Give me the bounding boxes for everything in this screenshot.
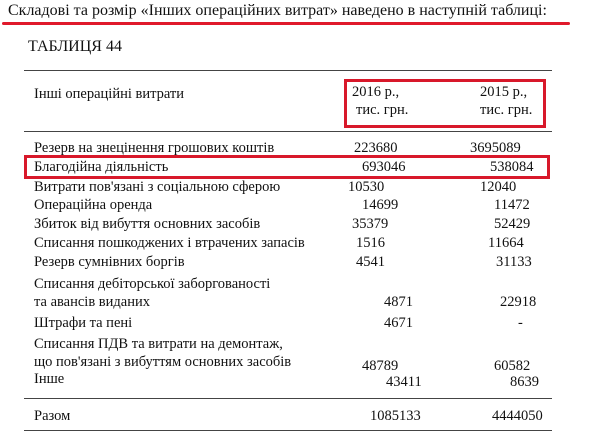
row-value-2016: 4871 <box>384 294 413 310</box>
row-value-2015: 8639 <box>510 374 539 390</box>
table-top-rule <box>24 70 552 71</box>
total-top-rule <box>24 398 552 399</box>
total-label: Разом <box>34 408 71 424</box>
row-label: Резерв сумнівних боргів <box>34 254 185 270</box>
row-value-2015: 52429 <box>494 216 531 232</box>
row-label-line2: та авансів виданих <box>34 294 150 310</box>
row-value-2016: 693046 <box>362 159 406 175</box>
header-bottom-rule <box>24 131 552 132</box>
row-label: Благодійна діяльність <box>34 159 169 175</box>
header-2016-line1: 2016 р., <box>352 84 400 100</box>
row-label: Штрафи та пені <box>34 315 133 331</box>
row-label: Збиток від вибуття основних засобів <box>34 216 261 232</box>
row-label: Резерв на знецінення грошових коштів <box>34 140 275 156</box>
row-label: Операційна оренда <box>34 197 153 213</box>
header-years-highlight-box <box>344 79 546 128</box>
row-label: Списання пошкоджених і втрачених запасів <box>34 235 305 251</box>
row-value-2015: - <box>518 315 523 331</box>
row-label: Витрати пов'язані з соціальною сферою <box>34 179 281 195</box>
row-label-line1: Списання ПДВ та витрати на демонтаж, <box>34 336 283 352</box>
row-value-2016: 4541 <box>356 254 385 270</box>
red-underline-annotation <box>2 22 570 25</box>
row-label: Інше <box>34 371 65 387</box>
row-value-2015: 22918 <box>500 294 537 310</box>
row-value-2015: 11664 <box>488 235 524 251</box>
header-label: Інші операційні витрати <box>34 86 185 102</box>
row-value-2016: 35379 <box>352 216 389 232</box>
row-label-line1: Списання дебіторської заборгованості <box>34 276 271 292</box>
header-2016-line2: тис. грн. <box>356 102 409 118</box>
row-value-2015: 31133 <box>496 254 532 270</box>
row-highlight-box <box>24 155 550 179</box>
row-value-2016: 223680 <box>354 140 398 156</box>
row-value-2015: 60582 <box>494 358 531 374</box>
row-value-2015: 538084 <box>490 159 534 175</box>
table-bottom-rule <box>24 430 552 431</box>
row-value-2016: 4671 <box>384 315 413 331</box>
table-title: ТАБЛИЦЯ 44 <box>28 38 122 55</box>
row-value-2015: 11472 <box>494 197 530 213</box>
row-value-2016: 10530 <box>348 179 385 195</box>
total-value-2015: 4444050 <box>492 408 543 424</box>
row-value-2016: 1516 <box>356 235 385 251</box>
row-value-2015: 12040 <box>480 179 517 195</box>
row-value-2016: 43411 <box>386 374 422 390</box>
row-label-line2: що пов'язані з вибуттям основних засобів <box>34 354 292 370</box>
row-value-2015: 3695089 <box>470 140 521 156</box>
total-value-2016: 1085133 <box>370 408 421 424</box>
header-2015-line2: тис. грн. <box>480 102 533 118</box>
header-2015-line1: 2015 р., <box>480 84 528 100</box>
row-value-2016: 48789 <box>362 358 399 374</box>
row-value-2016: 14699 <box>362 197 399 213</box>
intro-text: Складові та розмір «Інших операційних ви… <box>8 2 547 19</box>
